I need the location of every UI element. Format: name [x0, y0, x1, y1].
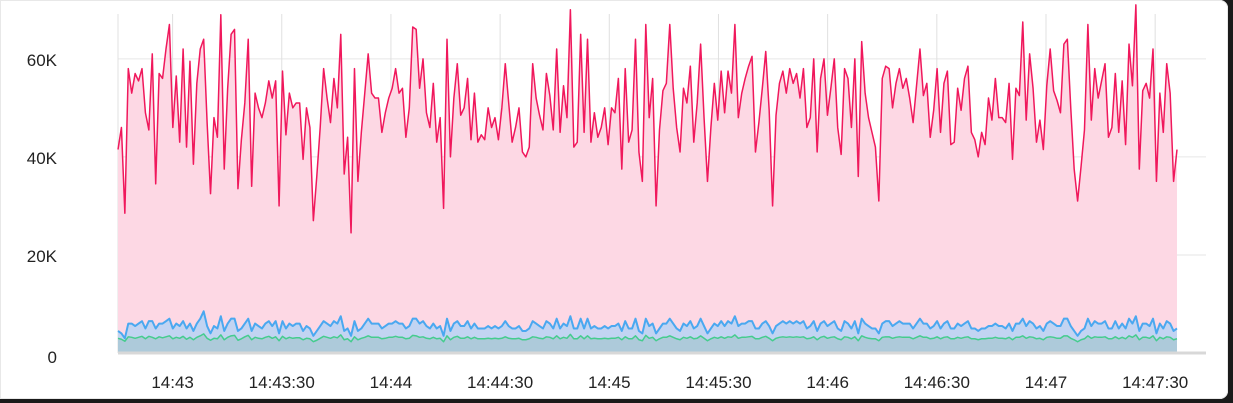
x-tick-label: 14:45	[588, 373, 631, 392]
x-tick-label: 14:43	[151, 373, 194, 392]
series-1-line	[117, 4, 1178, 234]
x-tick-label: 14:47	[1025, 373, 1068, 392]
x-tick-label: 14:45:30	[685, 373, 751, 392]
x-tick-label: 14:46	[806, 373, 849, 392]
x-tick-label: 14:46:30	[904, 373, 970, 392]
y-tick-labels: 0 20K 40K 60K	[27, 51, 58, 367]
x-tick-label: 14:47:30	[1122, 373, 1188, 392]
series-1-area	[118, 4, 1177, 354]
x-tick-label: 14:44:30	[467, 373, 533, 392]
series-lines	[117, 4, 1178, 343]
x-tick-label: 14:44	[370, 373, 413, 392]
series-2-line	[117, 310, 1178, 340]
y-tick-label: 40K	[27, 149, 58, 168]
x-tick-label: 14:43:30	[249, 373, 315, 392]
x-tick-labels: 14:43 14:43:30 14:44 14:44:30 14:45 14:45:30 1…	[151, 373, 1188, 392]
y-tick-label: 0	[48, 348, 57, 367]
y-tick-label: 20K	[27, 247, 58, 266]
series-3-line	[117, 333, 1178, 343]
y-tick-label: 60K	[27, 51, 58, 70]
